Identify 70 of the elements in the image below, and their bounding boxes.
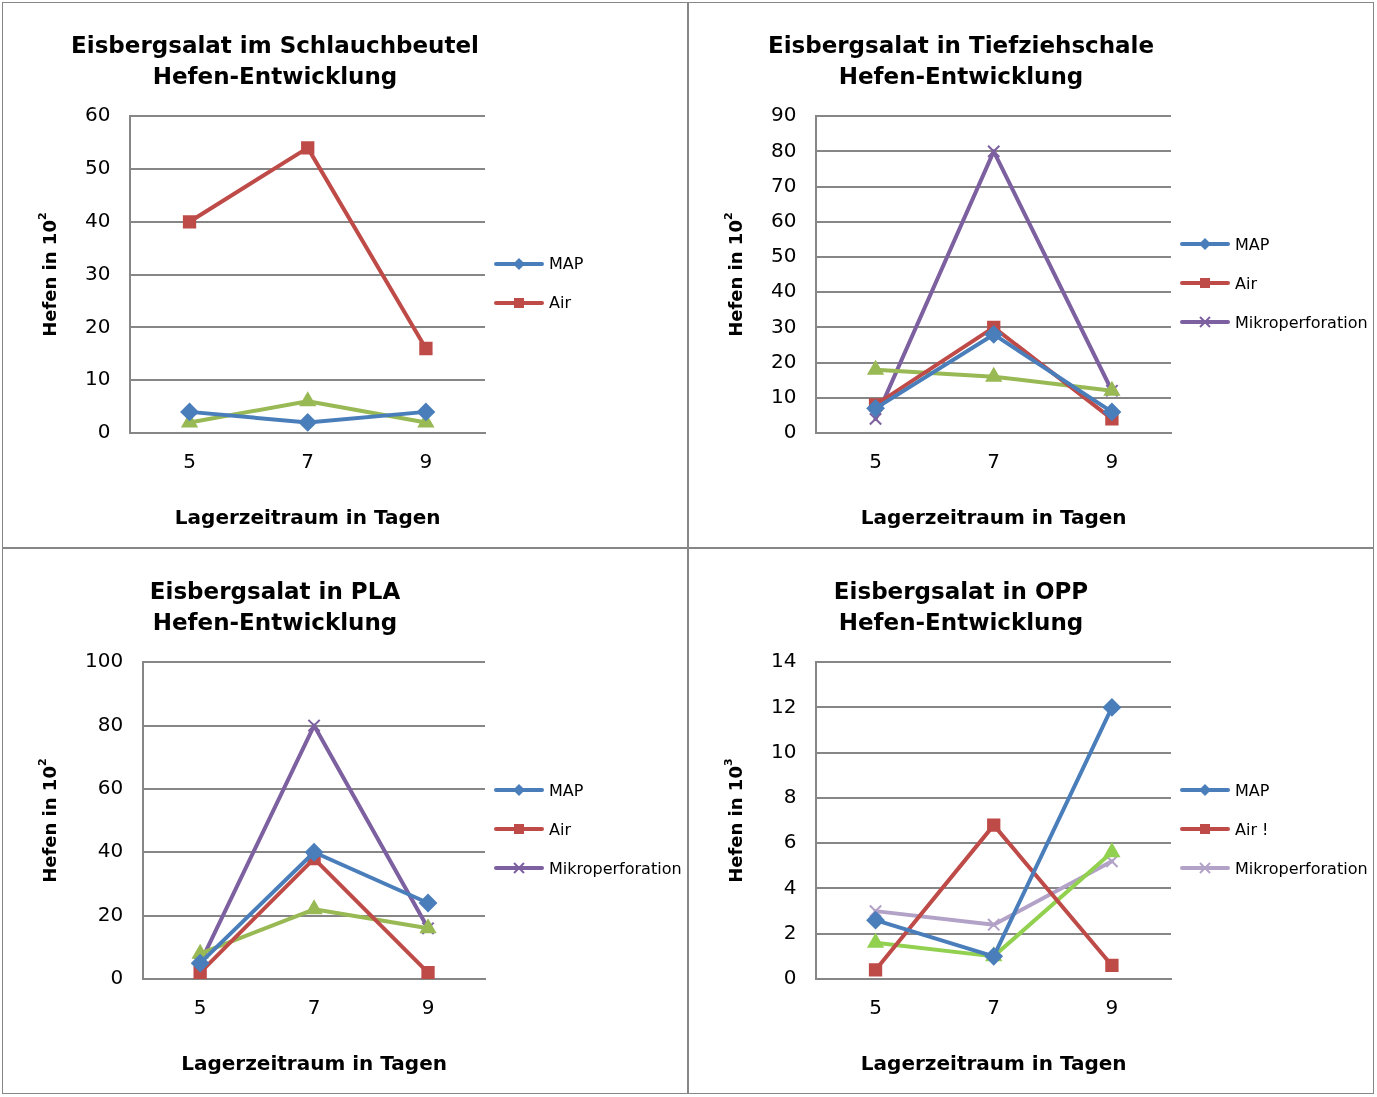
y-axis-title: Hefen in 102 (35, 758, 60, 883)
legend-label: Air (1235, 273, 1257, 293)
y-tick-label: 40 (97, 838, 124, 863)
chart-subtitle: Hefen-Entwicklung (838, 63, 1084, 90)
y-tick-label: 80 (771, 137, 797, 162)
y-tick-label: 10 (85, 366, 111, 391)
y-tick-label: 0 (783, 419, 797, 444)
legend-label: Air (549, 293, 571, 312)
chart-subtitle: Hefen-Entwicklung (838, 609, 1084, 636)
legend-label: Air ! (1235, 819, 1269, 839)
x-tick-label: 7 (987, 449, 1001, 474)
x-tick-label: 9 (419, 449, 433, 474)
y-tick-label: 60 (85, 102, 111, 127)
y-tick-label: 10 (771, 738, 797, 763)
y-tick-label: 0 (110, 965, 124, 990)
y-tick-label: 50 (771, 243, 797, 268)
y-tick-label: 30 (85, 260, 111, 285)
y-axis-title: Hefen in 102 (35, 212, 60, 337)
x-axis-title: Lagerzeitraum in Tagen (860, 1051, 1127, 1076)
chart-title: Eisbergsalat in Tiefziehschale (767, 31, 1155, 58)
x-tick-label: 5 (193, 995, 207, 1020)
y-tick-label: 12 (771, 693, 797, 718)
x-axis-title: Lagerzeitraum in Tagen (181, 1051, 447, 1076)
x-tick-label: 9 (1105, 449, 1119, 474)
y-tick-label: 8 (783, 784, 797, 809)
legend-label: Mikroperforation (1235, 858, 1368, 878)
x-tick-label: 5 (183, 449, 196, 474)
y-tick-label: 60 (771, 208, 797, 232)
y-tick-label: 80 (97, 711, 124, 736)
x-tick-label: 9 (1105, 995, 1119, 1020)
x-axis-title: Lagerzeitraum in Tagen (174, 505, 441, 530)
x-tick-label: 7 (301, 449, 315, 474)
y-tick-label: 20 (97, 901, 124, 926)
y-tick-label: 40 (85, 208, 111, 232)
y-tick-label: 20 (85, 313, 111, 338)
legend-label: Mikroperforation (1235, 312, 1368, 332)
legend-label: MAP (549, 254, 584, 273)
legend-label: Air (549, 819, 571, 839)
legend-label: Mikroperforation (549, 858, 682, 878)
y-tick-label: 0 (97, 419, 111, 444)
y-tick-label: 30 (771, 313, 797, 338)
x-axis-title: Lagerzeitraum in Tagen (860, 505, 1127, 530)
x-tick-label: 7 (987, 995, 1001, 1020)
y-tick-label: 0 (783, 965, 797, 990)
x-tick-label: 7 (307, 995, 321, 1020)
y-tick-label: 50 (85, 155, 111, 180)
y-tick-label: 20 (771, 348, 797, 373)
y-tick-label: 100 (84, 648, 124, 673)
y-axis-title: Hefen in 103 (721, 758, 746, 883)
chart-title: Eisbergsalat in PLA (149, 577, 401, 604)
y-tick-label: 70 (771, 172, 797, 197)
chart-subtitle: Hefen-Entwicklung (152, 63, 398, 90)
x-tick-label: 9 (421, 995, 435, 1020)
chart-title: Eisbergsalat in OPP (833, 577, 1089, 604)
y-tick-label: 60 (97, 775, 124, 800)
x-tick-label: 5 (869, 995, 882, 1020)
y-tick-label: 4 (783, 874, 797, 899)
legend-label: MAP (1235, 780, 1270, 800)
y-tick-label: 40 (771, 278, 797, 303)
x-tick-label: 5 (869, 449, 882, 474)
y-tick-label: 90 (771, 102, 797, 127)
y-tick-label: 2 (783, 919, 797, 944)
legend-label: MAP (549, 780, 584, 800)
y-axis-title: Hefen in 102 (721, 212, 746, 337)
chart-title: Eisbergsalat im Schlauchbeutel (71, 31, 479, 58)
y-tick-label: 10 (771, 384, 797, 408)
y-tick-label: 6 (783, 829, 797, 854)
legend-label: MAP (1235, 234, 1270, 254)
chart-subtitle: Hefen-Entwicklung (152, 609, 398, 636)
y-tick-label: 14 (771, 648, 797, 673)
